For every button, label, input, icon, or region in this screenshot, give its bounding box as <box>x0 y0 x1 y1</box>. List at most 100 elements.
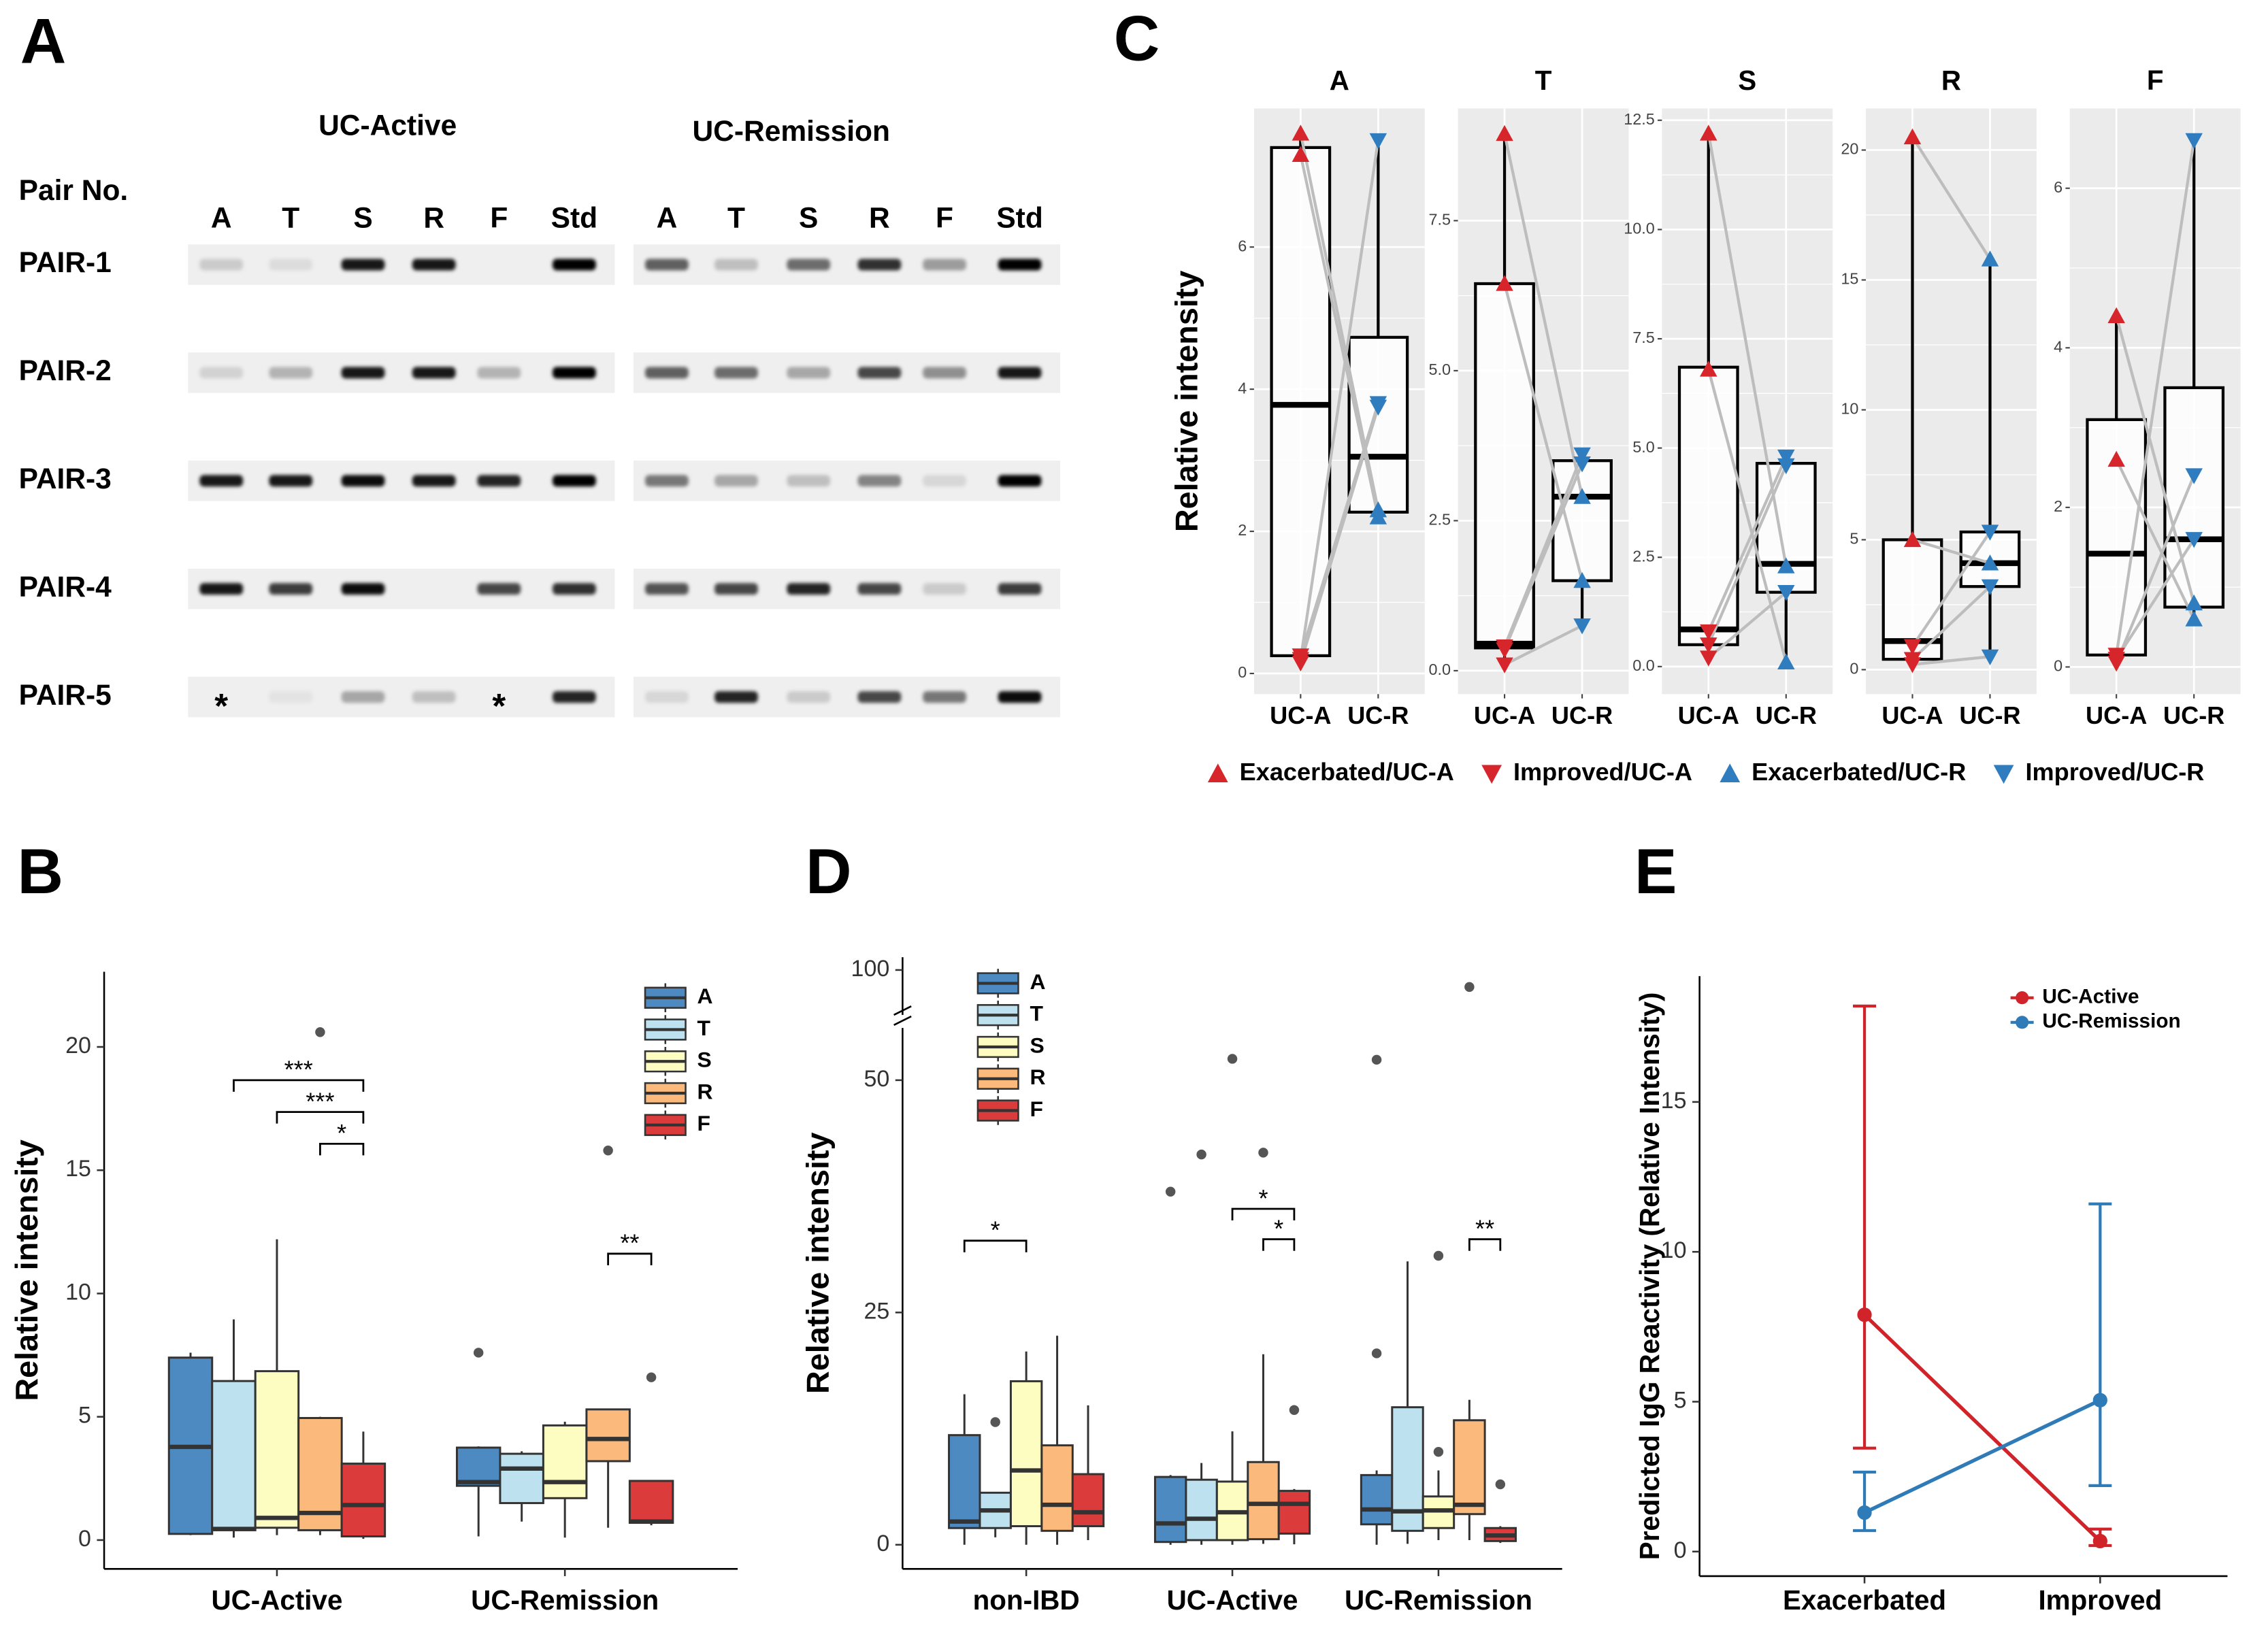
blot-strip <box>634 568 1061 610</box>
significance-bracket <box>1231 1207 1296 1221</box>
significance-label: * <box>1274 1214 1283 1242</box>
band <box>477 367 521 379</box>
band <box>552 475 596 487</box>
band <box>714 367 758 379</box>
group-title: UC-Active <box>318 110 457 141</box>
outlier <box>1433 1250 1444 1261</box>
box <box>1270 146 1332 658</box>
point <box>2185 133 2203 150</box>
x-tick-label: non-IBD <box>973 1584 1080 1616</box>
point <box>1496 124 1513 141</box>
band <box>714 583 758 595</box>
band <box>269 583 313 595</box>
x-tick-label: UC-Active <box>1167 1584 1298 1616</box>
band <box>341 475 385 487</box>
y-tick-label: 7.5 <box>1632 329 1655 346</box>
box <box>1453 1419 1486 1516</box>
x-tick-label: UC-A <box>1270 701 1331 729</box>
significance-label: * <box>1258 1184 1268 1212</box>
band <box>341 259 385 271</box>
legend-marker <box>1481 765 1502 784</box>
lane-label: F <box>490 202 508 234</box>
band <box>787 475 831 487</box>
legend-label: Exacerbated/UC-R <box>1752 758 1966 786</box>
band <box>714 475 758 487</box>
outlier <box>603 1146 613 1156</box>
panel-letter: C <box>1114 2 1160 73</box>
y-tick-label: 2 <box>1238 521 1247 539</box>
x-tick-label: UC-A <box>1678 701 1739 729</box>
pair-line <box>1504 624 1583 666</box>
band <box>998 475 1042 487</box>
legend-label: Improved/UC-R <box>2025 758 2204 786</box>
point <box>1903 531 1922 548</box>
legend-label: S <box>1030 1033 1044 1057</box>
pair-line <box>2115 475 2196 664</box>
y-tick-label: 15 <box>1661 1088 1687 1114</box>
band <box>412 583 456 595</box>
band <box>477 259 521 271</box>
pair-line <box>1912 655 1990 666</box>
blot-strip <box>634 352 1061 393</box>
blot-strip <box>188 461 615 501</box>
band <box>477 583 521 595</box>
band <box>199 583 244 595</box>
band <box>412 367 456 379</box>
point <box>1369 133 1387 150</box>
point <box>1981 250 1999 267</box>
box <box>1040 1444 1074 1532</box>
pair-line <box>1299 140 1380 660</box>
pair-line <box>2115 140 2196 656</box>
legend-label: F <box>697 1111 710 1135</box>
y-tick-label: 2.5 <box>1632 547 1655 565</box>
point <box>1292 648 1310 665</box>
significance-bracket <box>607 1252 653 1265</box>
box <box>340 1463 387 1537</box>
legend-marker <box>2016 991 2029 1005</box>
row-label: PAIR-5 <box>19 680 112 712</box>
box <box>1677 365 1739 646</box>
band <box>787 367 831 379</box>
band <box>341 583 385 595</box>
point <box>1903 128 1922 145</box>
x-tick-label: UC-R <box>2163 701 2224 729</box>
outlier <box>1433 1447 1444 1457</box>
point <box>1857 1307 1872 1322</box>
row-label: PAIR-3 <box>19 463 112 495</box>
legend-label: A <box>697 984 713 1008</box>
legend-label: T <box>1030 1001 1043 1026</box>
pair-line <box>2115 538 2195 660</box>
y-tick-label: 0 <box>2054 657 2062 675</box>
y-tick-label: 5 <box>1850 530 1858 548</box>
pair-line <box>1299 154 1380 518</box>
box <box>211 1380 257 1531</box>
x-tick-label: UC-R <box>1756 701 1817 729</box>
asterisk: * <box>214 686 228 725</box>
y-tick-label: 0 <box>1850 660 1858 678</box>
y-tick-label: 25 <box>864 1298 889 1324</box>
significance-bracket <box>963 1239 1028 1252</box>
blot-strip <box>634 244 1061 285</box>
panel-letter: D <box>806 835 852 907</box>
outlier <box>1495 1479 1506 1490</box>
blot-strip <box>188 244 615 285</box>
outlier <box>1464 982 1475 993</box>
outlier <box>1227 1054 1238 1064</box>
point <box>2092 1533 2107 1549</box>
box <box>948 1434 981 1529</box>
significance-bracket <box>276 1111 365 1124</box>
panel-letter: B <box>18 835 64 907</box>
band <box>269 259 313 271</box>
point <box>1981 579 1999 595</box>
pair-line <box>1502 133 1584 497</box>
band <box>269 691 313 703</box>
band <box>787 691 831 703</box>
point <box>2185 532 2203 548</box>
band <box>714 259 758 271</box>
row-label: PAIR-4 <box>19 571 112 603</box>
asterisk: * <box>492 686 506 725</box>
x-tick-label: UC-A <box>1474 701 1535 729</box>
pair-line <box>2115 315 2196 604</box>
point <box>1292 124 1310 141</box>
